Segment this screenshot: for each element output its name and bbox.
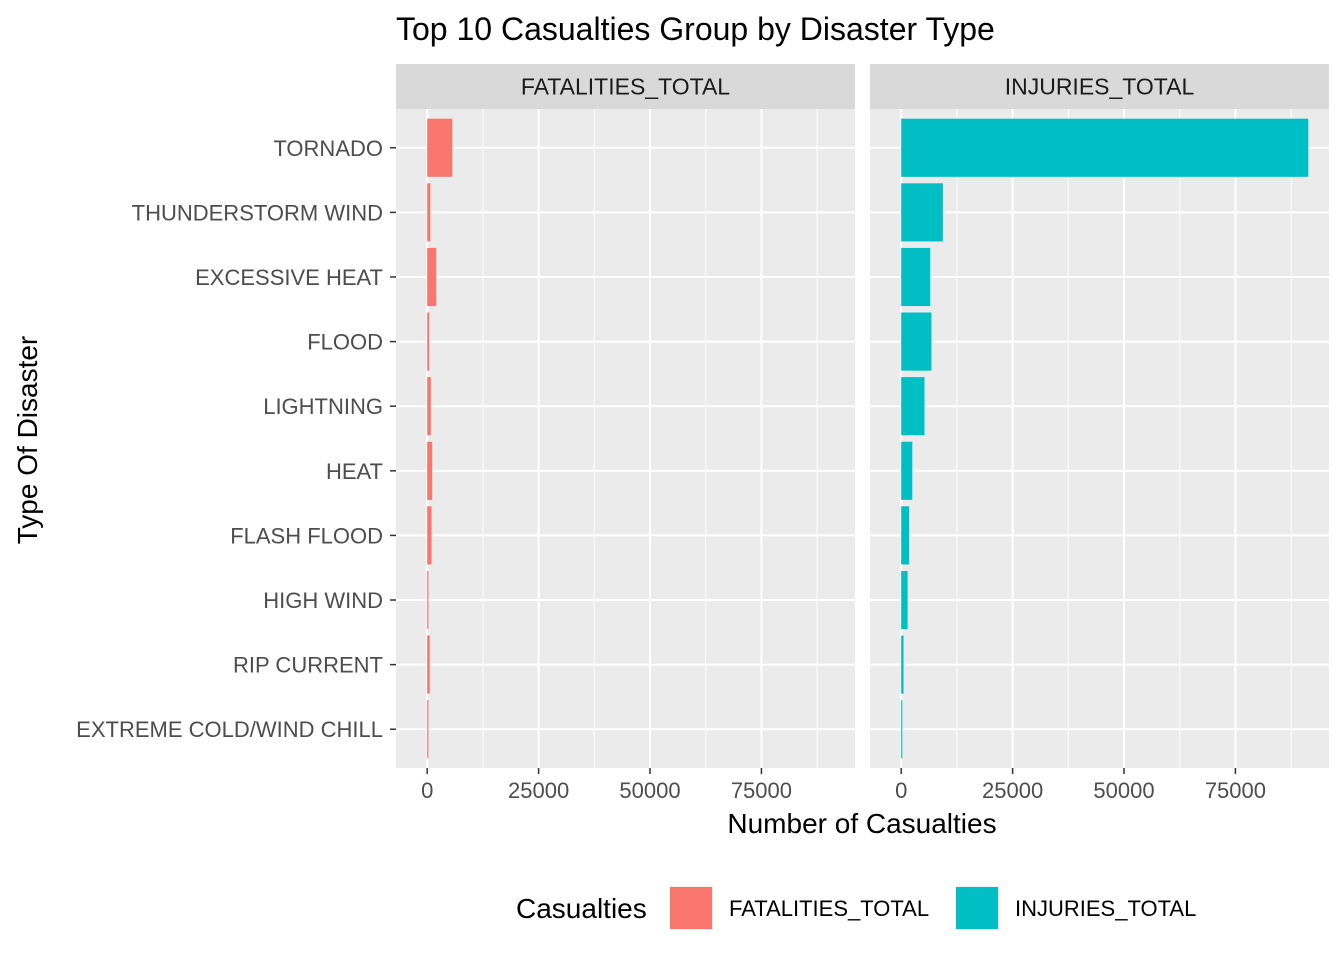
x-tick-label: 75000 <box>731 778 792 803</box>
bar-injuries-total-tornado <box>901 118 1309 177</box>
x-axis-title: Number of Casualties <box>727 808 996 839</box>
y-tick-label: HEAT <box>326 459 383 484</box>
y-axis-title: Type Of Disaster <box>12 336 43 545</box>
bar-injuries-total-rip-current <box>901 635 904 694</box>
panel-background <box>396 109 855 768</box>
panel-fatalities-total: FATALITIES_TOTAL 0 25000 50000 75000 <box>396 64 855 803</box>
y-tick-label: FLASH FLOOD <box>230 523 383 548</box>
facet-strip <box>870 64 1329 109</box>
x-tick-label: 0 <box>421 778 433 803</box>
bar-injuries-total-excessive-heat <box>901 247 931 307</box>
bar-injuries-total-extreme-cold-wind-chill <box>901 700 903 759</box>
x-tick-label: 25000 <box>982 778 1043 803</box>
bar-fatalities-total-heat <box>427 441 433 500</box>
bar-fatalities-total-rip-current <box>427 635 430 694</box>
y-tick-label: RIP CURRENT <box>233 653 383 678</box>
bar-fatalities-total-flood <box>427 312 430 371</box>
y-tick-label: EXTREME COLD/WIND CHILL <box>76 717 383 742</box>
bar-fatalities-total-excessive-heat <box>427 247 437 307</box>
legend-label-fatalities-total: FATALITIES_TOTAL <box>729 896 929 921</box>
bar-fatalities-total-tornado <box>427 118 453 177</box>
bar-fatalities-total-lightning <box>427 377 431 436</box>
bar-injuries-total-flash-flood <box>901 506 910 565</box>
y-tick-label: TORNADO <box>273 136 383 161</box>
bar-fatalities-total-flash-flood <box>427 506 432 565</box>
y-tick-label: LIGHTNING <box>263 394 383 419</box>
x-tick-label: 50000 <box>1093 778 1154 803</box>
legend-key-injuries-total <box>956 887 998 929</box>
bar-injuries-total-flood <box>901 312 932 371</box>
bar-injuries-total-lightning <box>901 377 925 436</box>
bar-injuries-total-heat <box>901 441 913 500</box>
panel-injuries-total: INJURIES_TOTAL 0 25000 50000 75000 <box>870 64 1329 803</box>
y-tick-label: FLOOD <box>307 330 383 355</box>
bar-fatalities-total-high-wind <box>427 570 429 630</box>
y-tick-label: HIGH WIND <box>263 588 383 613</box>
facet-strip-label: INJURIES_TOTAL <box>1005 74 1195 100</box>
y-tick-label: EXCESSIVE HEAT <box>195 265 383 290</box>
y-axis: TORNADO THUNDERSTORM WIND EXCESSIVE HEAT FL… <box>76 136 396 742</box>
legend-label-injuries-total: INJURIES_TOTAL <box>1015 896 1196 921</box>
y-tick-label: THUNDERSTORM WIND <box>132 200 383 225</box>
legend-title: Casualties <box>516 893 647 924</box>
chart-title: Top 10 Casualties Group by Disaster Type <box>396 11 995 47</box>
bar-injuries-total-high-wind <box>901 570 908 630</box>
panel-background <box>870 109 1329 768</box>
x-tick-label: 50000 <box>619 778 680 803</box>
x-tick-label: 25000 <box>508 778 569 803</box>
legend: Casualties FATALITIES_TOTAL INJURIES_TOTA… <box>516 886 1196 930</box>
facet-strip-label: FATALITIES_TOTAL <box>521 74 730 100</box>
x-tick-label: 75000 <box>1205 778 1266 803</box>
bar-injuries-total-thunderstorm-wind <box>901 183 943 242</box>
x-tick-label: 0 <box>895 778 907 803</box>
legend-key-fatalities-total <box>670 887 712 929</box>
facet-strip <box>396 64 855 109</box>
bar-fatalities-total-thunderstorm-wind <box>427 183 431 242</box>
bar-fatalities-total-extreme-cold-wind-chill <box>427 700 429 759</box>
